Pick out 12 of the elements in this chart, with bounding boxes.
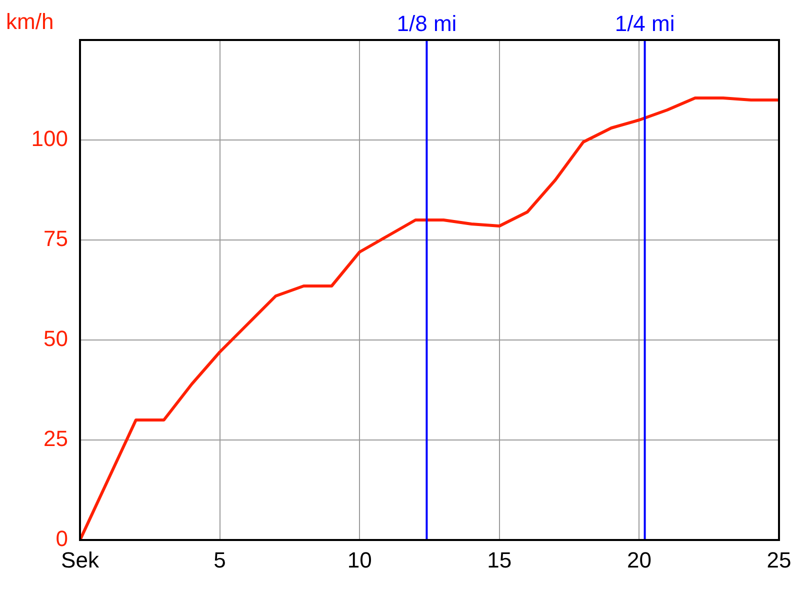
ref-line-label: 1/8 mi bbox=[396, 11, 457, 36]
y-axis-title: km/h bbox=[6, 9, 54, 34]
y-tick-label: 100 bbox=[31, 126, 68, 152]
ref-line-label: 1/4 mi bbox=[614, 11, 675, 36]
x-tick-label: 10 bbox=[347, 547, 372, 572]
x-tick-label: 15 bbox=[487, 547, 512, 572]
x-tick-label: 5 bbox=[214, 547, 226, 572]
x-tick-label: 20 bbox=[626, 547, 652, 572]
y-tick-label: 75 bbox=[44, 226, 68, 252]
y-tick-label: 50 bbox=[44, 326, 68, 352]
x-tick-label: 25 bbox=[766, 547, 792, 572]
y-tick-label: 25 bbox=[44, 426, 68, 452]
